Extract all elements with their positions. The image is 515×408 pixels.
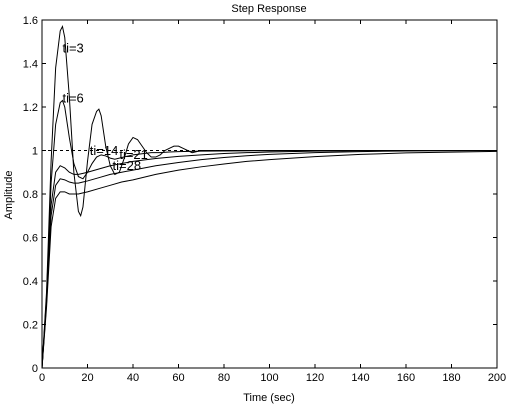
x-tick-label: 20: [81, 372, 93, 384]
annotation-ti-14: ti=14: [90, 143, 119, 158]
x-tick-label: 180: [442, 372, 460, 384]
y-tick-label: 0.6: [23, 233, 38, 245]
chart-title: Step Response: [231, 3, 306, 15]
x-tick-label: 60: [172, 372, 184, 384]
y-tick-label: 1.4: [23, 59, 38, 71]
x-axis-label: Time (sec): [243, 392, 295, 404]
series-line-ti-21: [41, 150, 498, 369]
annotation-ti-21: ti=21: [119, 147, 148, 162]
x-tick-label: 0: [39, 372, 45, 384]
y-tick-label: 0.4: [23, 276, 38, 288]
y-tick-label: 1: [32, 146, 38, 158]
annotation-ti-3: ti=3: [62, 41, 83, 56]
x-tick-label: 200: [488, 372, 506, 384]
x-tick-label: 80: [218, 372, 230, 384]
y-tick-label: 0: [32, 363, 38, 375]
y-tick-label: 0.2: [23, 320, 38, 332]
x-tick-label: 120: [306, 372, 324, 384]
series-line-ti-14: [41, 150, 497, 369]
annotation-ti-6: ti=6: [62, 91, 83, 106]
annotation-ti-28: ti=28: [113, 158, 142, 173]
y-tick-label: 1.2: [23, 102, 38, 114]
y-tick-label: 0.8: [23, 189, 38, 201]
x-tick-label: 160: [397, 372, 415, 384]
y-tick-label: 1.6: [23, 15, 38, 27]
x-tick-label: 140: [351, 372, 369, 384]
series-line-ti-6: [41, 99, 497, 369]
y-axis-label: Amplitude: [3, 171, 15, 220]
axes: 0 20 40 60 80 100 120 140 160 180 200 0 0.2 0.4 0.6 0.8…: [23, 15, 506, 384]
x-tick-label: 100: [260, 372, 278, 384]
x-tick-label: 40: [127, 372, 139, 384]
series-line-ti-28: [41, 150, 498, 369]
